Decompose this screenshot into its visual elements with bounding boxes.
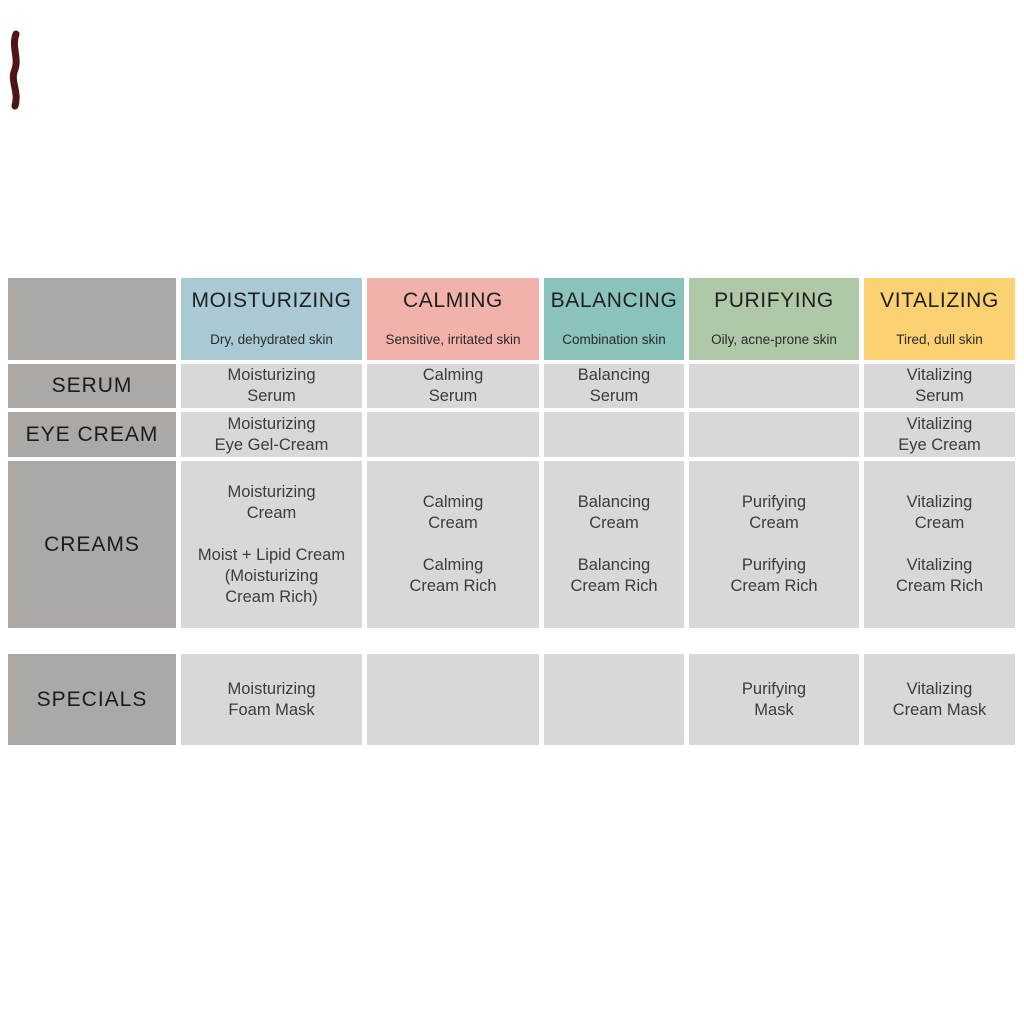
cell-text-line: Purifying xyxy=(741,679,807,698)
cell-text-line: Balancing xyxy=(577,493,651,511)
cell-eye-cream-vitalizing: Vitalizing Eye Cream xyxy=(864,412,1015,457)
column-subtitle-vitalizing: Tired, dull skin xyxy=(896,332,983,347)
cell-text-line: Vitalizing xyxy=(906,556,973,574)
column-subtitle-moisturizing: Dry, dehydrated skin xyxy=(210,332,333,347)
cell-text-line: Moisturizing xyxy=(227,679,316,698)
column-subtitle-calming: Sensitive, irritated skin xyxy=(385,332,521,347)
cell-text-line: Cream xyxy=(589,514,639,532)
column-title-moisturizing: MOISTURIZING xyxy=(191,289,352,312)
cell-eye-cream-purifying xyxy=(689,412,859,457)
cell-text-line: Serum xyxy=(247,387,296,405)
cell-text-line: Cream Rich xyxy=(570,577,658,595)
cell-specials-vitalizing: Vitalizing Cream Mask xyxy=(864,654,1015,745)
column-header-vitalizing: VITALIZING Tired, dull skin xyxy=(864,278,1015,360)
cell-text-line: Moisturizing xyxy=(227,366,316,384)
cell-text-line: Serum xyxy=(915,387,964,405)
cell-creams-purifying: Purifying Cream Purifying Cream Rich xyxy=(689,461,859,628)
column-title-balancing: BALANCING xyxy=(550,289,678,312)
column-title-vitalizing: VITALIZING xyxy=(880,289,999,312)
cell-specials-moisturizing: Moisturizing Foam Mask xyxy=(181,654,362,745)
column-subtitle-balancing: Combination skin xyxy=(562,332,666,347)
cell-specials-calming xyxy=(367,654,539,745)
cell-serum-calming: Calming Serum xyxy=(367,364,539,408)
row-label-creams: CREAMS xyxy=(8,461,176,628)
cell-text-line: Calming xyxy=(422,493,484,511)
cell-serum-moisturizing: Moisturizing Serum xyxy=(181,364,362,408)
column-header-calming: CALMING Sensitive, irritated skin xyxy=(367,278,539,360)
column-title-purifying: PURIFYING xyxy=(714,289,834,312)
row-spacer xyxy=(8,632,1015,650)
cell-serum-balancing: Balancing Serum xyxy=(544,364,684,408)
cell-specials-balancing xyxy=(544,654,684,745)
cell-text-line: Cream Mask xyxy=(892,700,987,719)
cell-text-line: Moisturizing xyxy=(227,414,316,433)
column-subtitle-purifying: Oily, acne-prone skin xyxy=(711,332,837,347)
row-label-serum: SERUM xyxy=(8,364,176,408)
table-corner-cell xyxy=(8,278,176,360)
cell-eye-cream-balancing xyxy=(544,412,684,457)
column-header-moisturizing: MOISTURIZING Dry, dehydrated skin xyxy=(181,278,362,360)
cell-creams-balancing: Balancing Cream Balancing Cream Rich xyxy=(544,461,684,628)
cell-text-line: Cream xyxy=(914,514,965,532)
column-header-purifying: PURIFYING Oily, acne-prone skin xyxy=(689,278,859,360)
cell-text-line xyxy=(612,534,617,555)
row-label-eye-cream: EYE CREAM xyxy=(8,412,176,457)
cell-text-line: Vitalizing xyxy=(906,366,973,384)
column-title-calming: CALMING xyxy=(403,289,503,312)
cell-text-line: Cream Rich xyxy=(730,577,818,595)
cell-creams-calming: Calming Cream Calming Cream Rich xyxy=(367,461,539,628)
cell-text-line: Serum xyxy=(428,387,478,405)
cell-text-line: Balancing xyxy=(577,556,651,574)
cell-text-line: Serum xyxy=(589,387,639,405)
cell-text-line: Cream xyxy=(246,503,297,522)
cell-text-line: Balancing xyxy=(577,366,651,384)
cell-text-line: Vitalizing xyxy=(906,493,973,511)
corner-mark xyxy=(9,30,20,110)
cell-text-line: Cream xyxy=(749,514,799,532)
cell-text-line xyxy=(772,534,777,555)
cell-text-line xyxy=(269,524,274,545)
cell-eye-cream-moisturizing: Moisturizing Eye Gel-Cream xyxy=(181,412,362,457)
cell-serum-vitalizing: Vitalizing Serum xyxy=(864,364,1015,408)
cell-text-line: Eye Cream xyxy=(898,435,981,454)
cell-text-line: Cream Rich xyxy=(895,577,984,595)
cell-text-line: Cream Rich) xyxy=(225,587,318,606)
cell-eye-cream-calming xyxy=(367,412,539,457)
cell-text-line: Moisturizing xyxy=(227,482,316,501)
skincare-product-matrix: MOISTURIZING Dry, dehydrated skin CALMING S… xyxy=(8,278,1015,745)
cell-text-line: Purifying xyxy=(741,556,807,574)
cell-creams-vitalizing: Vitalizing Cream Vitalizing Cream Rich xyxy=(864,461,1015,628)
cell-text-line: Vitalizing xyxy=(906,414,973,433)
cell-creams-moisturizing: Moisturizing Cream Moist + Lipid Cream (Mo… xyxy=(181,461,362,628)
cell-text-line: Cream xyxy=(428,514,478,532)
cell-text-line xyxy=(451,534,456,555)
cell-text-line: Cream Rich xyxy=(409,577,497,595)
cell-text-line: Vitalizing xyxy=(906,679,973,698)
cell-text-line: Mask xyxy=(754,700,794,719)
cell-text-line: Calming xyxy=(422,556,484,574)
cell-serum-purifying xyxy=(689,364,859,408)
cell-text-line: Eye Gel-Cream xyxy=(214,435,329,454)
cell-text-line xyxy=(937,534,942,555)
cell-text-line: (Moisturizing xyxy=(224,566,319,585)
row-label-specials: SPECIALS xyxy=(8,654,176,745)
column-header-balancing: BALANCING Combination skin xyxy=(544,278,684,360)
cell-text-line: Calming xyxy=(422,366,484,384)
cell-text-line: Moist + Lipid Cream xyxy=(197,545,346,564)
cell-text-line: Purifying xyxy=(741,493,807,511)
cell-text-line: Foam Mask xyxy=(228,700,315,719)
cell-specials-purifying: Purifying Mask xyxy=(689,654,859,745)
